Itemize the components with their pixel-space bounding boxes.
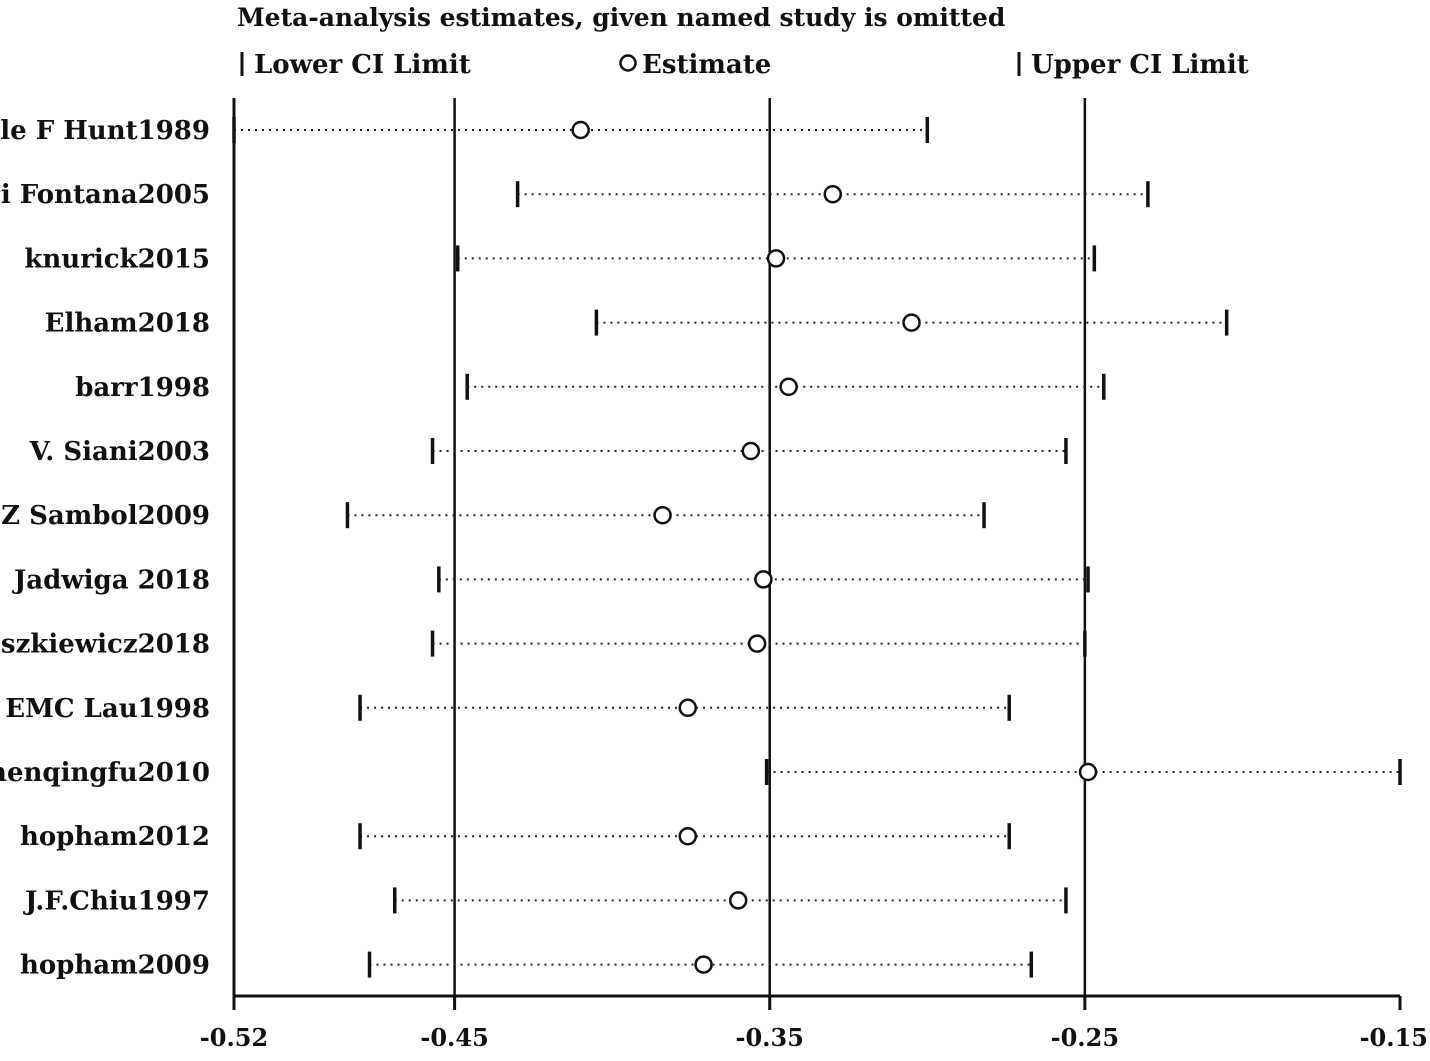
x-tick-label: -0.25 bbox=[1051, 1023, 1119, 1052]
study-label: Isabelle F Hunt1989 bbox=[0, 116, 210, 146]
estimate-marker bbox=[754, 570, 773, 589]
study-label: hopham2009 bbox=[20, 951, 210, 981]
study-label: knurick2015 bbox=[24, 244, 210, 274]
estimate-marker bbox=[766, 249, 786, 268]
plot-area: -0.52 -0.45 -0.35 -0.25 -0.15 Isabelle F Hunt… bbox=[0, 98, 1428, 1052]
chart-title: Meta-analysis estimates, given named stu… bbox=[237, 3, 1005, 32]
legend-upper-label: Upper CI Limit bbox=[1031, 50, 1249, 80]
x-tick-label: -0.45 bbox=[420, 1023, 488, 1052]
estimate-marker bbox=[1078, 762, 1098, 782]
estimate-marker bbox=[902, 313, 921, 332]
study-label: Jadwiga 2018 bbox=[12, 565, 210, 595]
legend: Lower CI Limit Estimate Upper CI Limit bbox=[240, 50, 1249, 80]
study-label: ambroszkiewicz2018 bbox=[0, 630, 210, 660]
study-label: Chenqingfu2010 bbox=[0, 758, 210, 788]
study-label: Luigi Fontana2005 bbox=[0, 180, 210, 210]
estimate-marker bbox=[678, 698, 698, 718]
estimate-marker bbox=[779, 377, 798, 397]
study-label: barr1998 bbox=[75, 373, 210, 403]
legend-estimate-marker bbox=[619, 54, 637, 72]
estimate-marker bbox=[653, 505, 672, 525]
legend-estimate-label: Estimate bbox=[642, 50, 771, 80]
estimate-marker bbox=[747, 634, 767, 653]
study-label: hopham2012 bbox=[20, 822, 210, 852]
x-tick-label: -0.35 bbox=[736, 1023, 804, 1052]
legend-lower-label: Lower CI Limit bbox=[254, 50, 471, 80]
study-label: EMC Lau1998 bbox=[5, 694, 210, 724]
estimate-marker bbox=[694, 955, 713, 974]
x-tick-label: -0.52 bbox=[200, 1023, 268, 1052]
study-label: J.F.Chiu1997 bbox=[23, 886, 210, 916]
study-label: V. Siani2003 bbox=[29, 437, 210, 467]
study-label: Elham2018 bbox=[45, 309, 210, 339]
estimate-marker bbox=[728, 891, 748, 910]
estimate-marker bbox=[823, 184, 843, 204]
study-label: SZ Sambol2009 bbox=[0, 501, 210, 531]
estimate-marker bbox=[678, 826, 698, 846]
estimate-marker bbox=[741, 441, 761, 461]
estimate-marker bbox=[571, 120, 590, 140]
x-tick-label: -0.15 bbox=[1360, 1023, 1428, 1052]
